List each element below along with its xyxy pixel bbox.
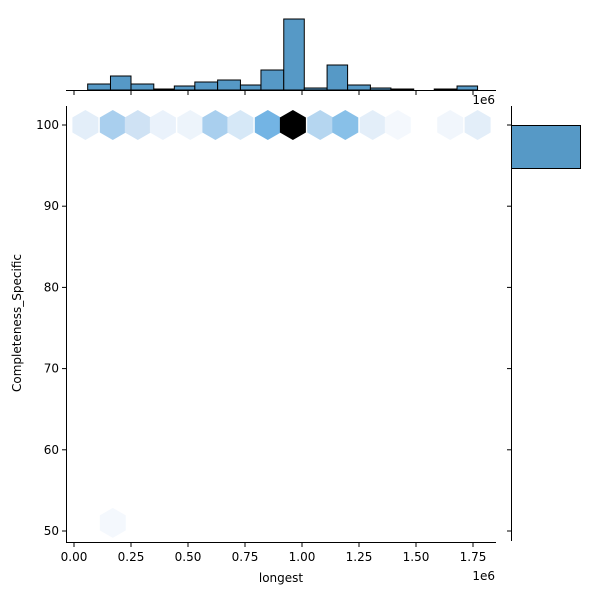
histogram-bar [433,88,458,91]
marginal-x-histogram [87,18,479,91]
hexbin-cell [177,110,204,140]
y-tick-label: 60 [44,443,59,457]
hexbin-cell [227,110,254,140]
y-tick-label: 70 [44,362,59,376]
x-tick-label: 0.00 [61,550,88,564]
x-tick-label: 0.75 [232,550,259,564]
hexbin-cell [254,110,281,140]
histogram-bar [130,83,155,91]
y-axis-label: Completeness_Specific [10,254,24,392]
hexbin-cell [384,110,411,140]
hexbin-cell [307,110,334,140]
histogram-bar [390,88,415,91]
hexbin-cell [99,507,126,538]
histogram-bar [87,83,111,91]
histogram-bar [173,85,196,91]
y-tick-label: 50 [44,524,59,538]
hexbin-cell [359,110,386,140]
histogram-bar [456,85,479,91]
marginal-x-ticks [73,91,474,95]
x-offset-label: 1e6 [472,569,495,583]
hexbin-cell [72,110,99,140]
y-tick-label: 90 [44,199,59,213]
marginal-y-histogram-bar [511,125,581,169]
hexbin-cell [332,110,359,140]
histogram-bar [369,87,392,91]
x-axis-ticks: 0.00 0.25 0.50 0.75 1.00 1.25 1.50 1.75 [61,543,487,564]
x-tick-label: 1.50 [403,550,430,564]
histogram-bar [283,18,305,91]
histogram-bar [109,75,132,91]
y-tick-label: 100 [36,118,59,132]
histogram-bar [260,69,285,91]
x-tick-label: 0.25 [118,550,145,564]
x-tick-label: 1.75 [460,550,487,564]
histogram-bar [217,79,241,91]
histogram-bar [303,87,328,91]
histogram-bar [239,84,262,91]
hexbin-cells [72,110,491,538]
hexbin-cell [202,110,229,140]
y-tick-label: 80 [44,280,59,294]
marginal-x-offset-label: 1e6 [472,93,495,107]
x-axis-label: longest [259,571,304,585]
hexbin-cell [437,110,464,140]
hexbin-cell [464,110,491,140]
histogram-bar [347,84,371,91]
y-axis-ticks: 50 60 70 80 90 100 [36,118,66,538]
histogram-bar [153,88,175,91]
histogram-bar [194,81,219,91]
hexbin-cell [279,110,306,140]
x-tick-label: 0.50 [175,550,202,564]
hexbin-cell [99,110,126,140]
hexbin-cell [149,110,176,140]
histogram-bar [326,64,349,91]
marginal-y-ticks [507,124,511,532]
hexbin-cell [124,110,151,140]
x-tick-label: 1.00 [289,550,316,564]
x-tick-label: 1.25 [346,550,373,564]
